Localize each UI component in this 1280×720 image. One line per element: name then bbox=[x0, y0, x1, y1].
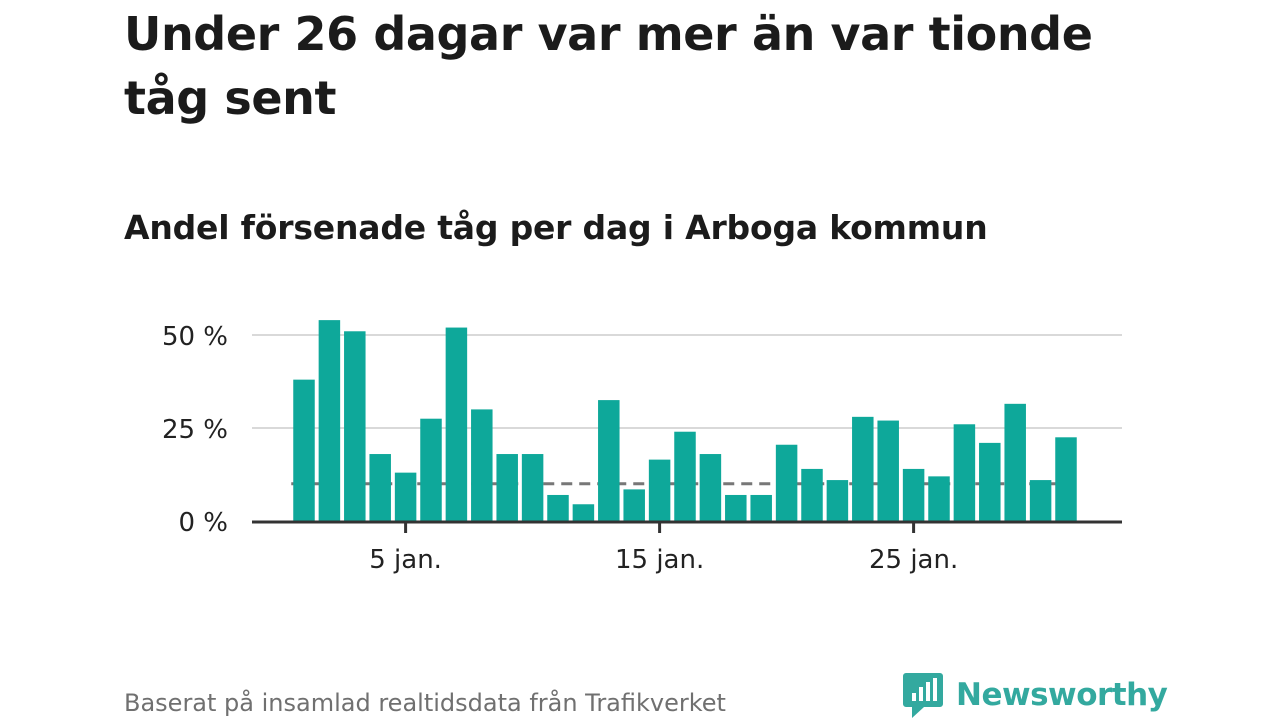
bar bbox=[1029, 480, 1052, 521]
y-tick-label: 50 % bbox=[162, 322, 228, 352]
bar-chart: 0 % 25 % 50 % 5 jan. 15 jan. 25 jan. bbox=[162, 320, 1122, 575]
bar bbox=[953, 424, 976, 521]
bar bbox=[496, 454, 518, 521]
x-tick-label: 5 jan. bbox=[369, 545, 442, 575]
bar bbox=[979, 442, 1001, 521]
bar bbox=[318, 320, 341, 521]
bar bbox=[928, 476, 950, 521]
x-tick-label: 15 jan. bbox=[615, 545, 704, 575]
bar bbox=[801, 468, 823, 521]
x-tick-label: 25 jan. bbox=[869, 545, 958, 575]
bar bbox=[674, 431, 696, 521]
y-tick-label: 25 % bbox=[162, 415, 228, 445]
bar bbox=[877, 420, 899, 521]
bar bbox=[699, 454, 722, 521]
bar bbox=[394, 472, 417, 521]
axes: 0 % 25 % 50 % 5 jan. 15 jan. 25 jan. bbox=[162, 322, 1122, 575]
bar bbox=[293, 379, 315, 521]
bar bbox=[344, 331, 366, 521]
bar bbox=[420, 418, 442, 521]
chart-title: Under 26 dagar var mer än var tionde tåg… bbox=[124, 7, 1093, 125]
bar bbox=[852, 416, 874, 521]
bar bbox=[750, 494, 772, 521]
bar bbox=[725, 494, 747, 521]
y-tick-label: 0 % bbox=[178, 508, 228, 538]
bar bbox=[1004, 403, 1026, 521]
newsworthy-logo-icon bbox=[903, 673, 943, 718]
bar bbox=[598, 400, 620, 521]
chart-subtitle: Andel försenade tåg per dag i Arboga kom… bbox=[124, 208, 988, 247]
bar bbox=[572, 504, 595, 521]
bar bbox=[902, 468, 925, 521]
bar bbox=[521, 454, 544, 521]
bars bbox=[293, 320, 1077, 521]
bar bbox=[826, 480, 849, 521]
bar bbox=[775, 444, 798, 521]
bar bbox=[369, 454, 391, 521]
bar bbox=[445, 327, 468, 521]
bar bbox=[648, 459, 671, 521]
brand-name: Newsworthy bbox=[956, 677, 1168, 713]
gridlines bbox=[252, 334, 1122, 429]
source-note: Baserat på insamlad realtidsdata från Tr… bbox=[124, 689, 726, 717]
bar bbox=[547, 494, 569, 521]
newsworthy-brand: Newsworthy bbox=[902, 670, 1168, 720]
bar bbox=[1055, 437, 1077, 521]
bar bbox=[471, 409, 493, 521]
bar bbox=[623, 489, 645, 521]
